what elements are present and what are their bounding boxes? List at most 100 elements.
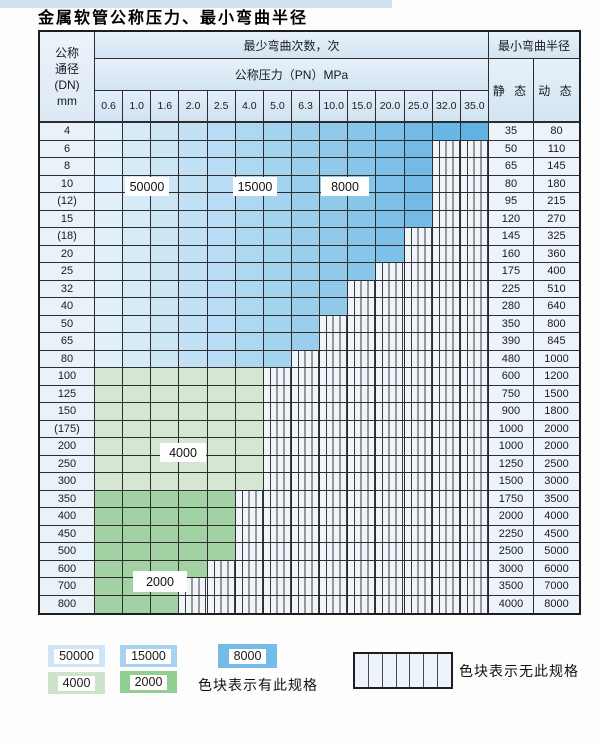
spec-cell [151, 508, 180, 526]
no-spec-cell [320, 473, 349, 491]
no-spec-cell [460, 473, 489, 491]
no-spec-cell [235, 560, 264, 578]
no-spec-cell [376, 333, 405, 351]
static-value-cell: 50 [488, 140, 534, 158]
spec-cell [235, 315, 264, 333]
no-spec-cell [376, 368, 405, 386]
no-spec-cell [291, 560, 321, 578]
table-body: 4 35 80 6 50 110 8 65 145 10 80 180 (12) 95 215 15 120 27… [40, 123, 579, 613]
static-value-cell: 2000 [488, 508, 534, 526]
spec-cell [291, 298, 321, 316]
no-spec-cell [348, 280, 377, 298]
no-spec-cell [291, 595, 321, 613]
spec-cell [207, 263, 236, 281]
spec-cell [95, 333, 124, 351]
static-value-cell: 160 [488, 245, 534, 263]
top-strip [0, 0, 392, 8]
table-row: 8 65 145 [40, 158, 579, 176]
no-spec-cell [376, 578, 405, 596]
spec-cell [235, 473, 264, 491]
no-spec-cell [404, 490, 433, 508]
spec-cell [320, 193, 349, 211]
spec-cell [235, 368, 264, 386]
spec-cell [207, 315, 236, 333]
spec-cell [376, 210, 405, 228]
no-spec-cell [263, 403, 292, 421]
spec-cell [207, 438, 236, 456]
static-value-cell: 80 [488, 175, 534, 193]
spec-cell [123, 455, 152, 473]
spec-cell [263, 333, 292, 351]
spec-cell [263, 123, 292, 141]
no-spec-cell [320, 525, 349, 543]
spec-cell [404, 210, 433, 228]
no-spec-cell [432, 438, 461, 456]
spec-cell [123, 543, 152, 561]
no-spec-cell [432, 245, 461, 263]
spec-cell [291, 280, 321, 298]
spec-cell [179, 280, 208, 298]
no-spec-cell [376, 543, 405, 561]
dynamic-value-cell: 4500 [533, 525, 579, 543]
dynamic-value-cell: 1800 [533, 403, 579, 421]
no-spec-cell [432, 350, 461, 368]
no-spec-cell [263, 578, 292, 596]
pressure-value-cell: 32.0 [432, 91, 461, 122]
static-value-cell: 3500 [488, 578, 534, 596]
spec-cell [376, 193, 405, 211]
spec-cell [123, 508, 152, 526]
table-row: 300 1500 3000 [40, 473, 579, 491]
table-row: 600 3000 6000 [40, 560, 579, 578]
no-spec-cell [460, 193, 489, 211]
static-value-cell: 2500 [488, 543, 534, 561]
no-spec-cell [376, 595, 405, 613]
static-value-cell: 350 [488, 315, 534, 333]
no-spec-cell [432, 368, 461, 386]
pressure-value-cell: 35.0 [460, 91, 489, 122]
static-value-cell: 4000 [488, 595, 534, 613]
spec-cell [460, 123, 489, 141]
spec-cell [179, 490, 208, 508]
spec-cell [404, 158, 433, 176]
spec-cell [179, 193, 208, 211]
dn-cell: 10 [40, 175, 95, 193]
dn-cell: 40 [40, 298, 95, 316]
no-spec-cell [179, 595, 208, 613]
table-row: 800 4000 8000 [40, 595, 579, 613]
no-spec-cell [263, 473, 292, 491]
no-spec-cell [348, 315, 377, 333]
no-spec-cell [432, 333, 461, 351]
dn-cell: (18) [40, 228, 95, 246]
dn-cell: 150 [40, 403, 95, 421]
spec-cell [123, 438, 152, 456]
dynamic-value-cell: 1500 [533, 385, 579, 403]
static-value-cell: 750 [488, 385, 534, 403]
dn-cell: 100 [40, 368, 95, 386]
dn-cell: 25 [40, 263, 95, 281]
spec-cell [123, 315, 152, 333]
no-spec-cell [376, 263, 405, 281]
spec-cell [95, 368, 124, 386]
no-spec-cell [432, 420, 461, 438]
spec-cell [151, 315, 180, 333]
dn-header-line: mm [57, 93, 77, 108]
spec-cell [123, 473, 152, 491]
spec-cell [404, 193, 433, 211]
no-spec-cell [460, 315, 489, 333]
spec-cell [207, 455, 236, 473]
spec-cell [95, 508, 124, 526]
spec-cell [235, 193, 264, 211]
static-value-cell: 480 [488, 350, 534, 368]
no-spec-cell [291, 403, 321, 421]
spec-cell [123, 595, 152, 613]
no-spec-cell [404, 420, 433, 438]
no-spec-cell [376, 455, 405, 473]
no-spec-cell [235, 578, 264, 596]
no-spec-cell [376, 525, 405, 543]
no-spec-cell [432, 140, 461, 158]
pressure-value-cell: 2.0 [179, 91, 208, 122]
no-spec-cell [460, 350, 489, 368]
spec-cell [348, 210, 377, 228]
spec-cell [179, 140, 208, 158]
no-spec-cell [432, 158, 461, 176]
